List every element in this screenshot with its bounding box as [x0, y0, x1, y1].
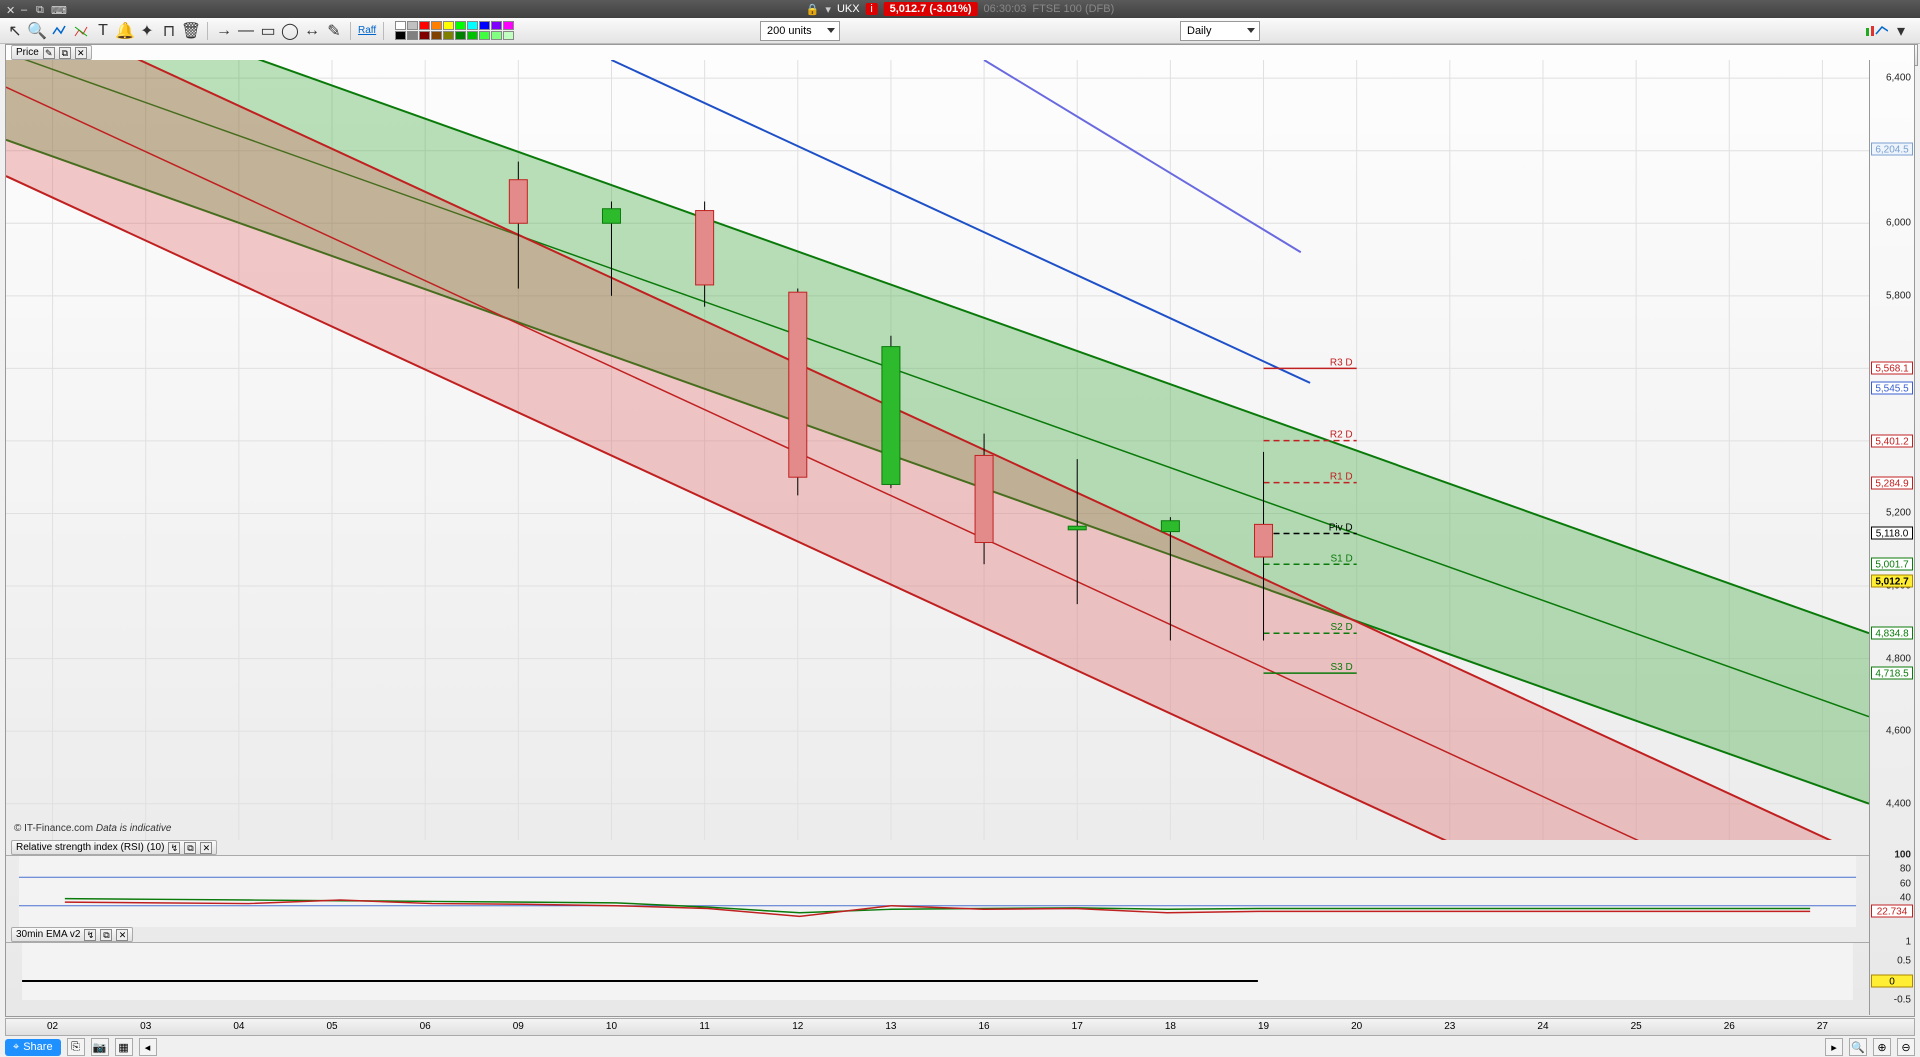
- systems-icon[interactable]: [72, 22, 90, 40]
- draw-icon[interactable]: ✎: [325, 22, 343, 40]
- detach-icon[interactable]: ⧉: [59, 47, 71, 59]
- wrench-icon[interactable]: ✎: [43, 47, 55, 59]
- ema-chart[interactable]: [6, 942, 1869, 1000]
- camera-icon[interactable]: 📷: [91, 1038, 109, 1056]
- arrow-tool-icon[interactable]: →: [215, 22, 233, 40]
- detach-icon[interactable]: ⧉: [184, 842, 196, 854]
- svg-text:R2 D: R2 D: [1330, 430, 1353, 441]
- restore-icon[interactable]: ⧉: [36, 4, 47, 15]
- share-button[interactable]: ⌖ Share: [5, 1039, 61, 1056]
- svg-text:Piv D: Piv D: [1329, 522, 1353, 533]
- pointer-icon[interactable]: ↖: [6, 22, 24, 40]
- share-icon: ⌖: [13, 1041, 19, 1054]
- price-panel-header: Price ✎ ⧉ ✕: [11, 45, 92, 60]
- layouts-icon[interactable]: ▦: [115, 1038, 133, 1056]
- detach-icon[interactable]: ⧉: [100, 929, 112, 941]
- instrument-label: FTSE 100 (DFB): [1032, 3, 1114, 15]
- trash-icon[interactable]: 🗑: [182, 22, 200, 40]
- close-panel-icon[interactable]: ✕: [200, 842, 212, 854]
- lock-icon: 🔒: [806, 3, 820, 16]
- hline-icon[interactable]: —: [237, 22, 255, 40]
- svg-text:R1 D: R1 D: [1330, 472, 1353, 483]
- zoom-out-icon[interactable]: ⊖: [1897, 1038, 1915, 1056]
- chart-style-icon[interactable]: [1862, 22, 1890, 40]
- close-panel-icon[interactable]: ✕: [116, 929, 128, 941]
- rsi-panel-header: Relative strength index (RSI) (10) ↯ ⧉ ✕: [11, 840, 217, 855]
- rsi-chart[interactable]: [6, 855, 1869, 927]
- y-axis[interactable]: 4,4004,6004,8005,0005,2005,4005,6005,800…: [1869, 60, 1914, 1015]
- close-panel-icon[interactable]: ✕: [75, 47, 87, 59]
- svg-text:S3 D: S3 D: [1330, 662, 1352, 673]
- info-icon[interactable]: i: [866, 3, 878, 15]
- ellipse-icon[interactable]: ◯: [281, 22, 299, 40]
- svg-text:R3 D: R3 D: [1330, 357, 1353, 368]
- settings-icon[interactable]: ✦: [138, 22, 156, 40]
- timeframe-select[interactable]: Daily: [1180, 21, 1260, 41]
- rect-icon[interactable]: ▭: [259, 22, 277, 40]
- price-badge: 5,012.7 (-3.01%): [884, 2, 978, 16]
- chart-style-arrow[interactable]: ▾: [1892, 22, 1910, 40]
- raff-link[interactable]: Raff: [358, 25, 376, 36]
- keyboard-icon[interactable]: ⌨: [51, 4, 62, 15]
- text-icon[interactable]: T: [94, 22, 112, 40]
- x-axis[interactable]: 0203040506091011121316171819202324252627: [5, 1018, 1915, 1036]
- price-chart[interactable]: R3 D R2 D R1 D Piv D S1 D S2 D S3 D: [6, 60, 1869, 840]
- alert-icon[interactable]: 🔔: [116, 22, 134, 40]
- wrench-icon[interactable]: ↯: [168, 842, 180, 854]
- copyright: © IT-Finance.com Data is indicative: [14, 823, 171, 834]
- color-palette[interactable]: [395, 21, 514, 40]
- magnet-icon[interactable]: ⊓: [160, 22, 178, 40]
- zoom-in-icon[interactable]: ⊕: [1873, 1038, 1891, 1056]
- scroll-right-icon[interactable]: ▸: [1825, 1038, 1843, 1056]
- scroll-left-icon[interactable]: ◂: [139, 1038, 157, 1056]
- ema-panel-header: 30min EMA v2 ↯ ⧉ ✕: [11, 927, 133, 942]
- segment-icon[interactable]: ↔: [303, 22, 321, 40]
- close-icon[interactable]: ✕: [6, 4, 17, 15]
- template-icon[interactable]: ⎘: [67, 1038, 85, 1056]
- units-select[interactable]: 200 units: [760, 21, 840, 41]
- zoom-icon[interactable]: 🔍: [28, 22, 46, 40]
- symbol-label: UKX: [837, 3, 860, 15]
- wrench-icon[interactable]: ↯: [84, 929, 96, 941]
- timestamp: 06:30:03: [984, 3, 1027, 15]
- indicator-icon[interactable]: [50, 22, 68, 40]
- minimize-icon[interactable]: –: [21, 4, 32, 15]
- svg-text:S1 D: S1 D: [1330, 553, 1352, 564]
- magnify-icon[interactable]: 🔍: [1849, 1038, 1867, 1056]
- svg-text:S2 D: S2 D: [1330, 622, 1352, 633]
